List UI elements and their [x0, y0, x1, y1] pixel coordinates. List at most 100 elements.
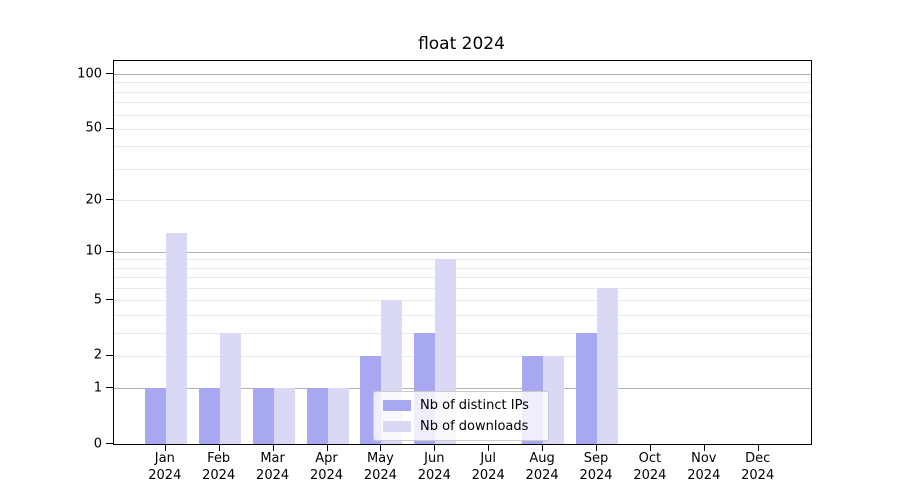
- y-tick-label-20: 20: [85, 192, 102, 207]
- y-tick-10: [106, 250, 113, 252]
- bar-apr-downloads: [327, 388, 349, 444]
- x-tick-label-year: 2024: [256, 468, 290, 483]
- x-tick-label-month: Feb: [207, 451, 231, 466]
- bar-mar-downloads: [273, 388, 295, 444]
- x-tick-label-mar: Mar 2024: [243, 450, 303, 484]
- y-tick-label-10: 10: [85, 243, 102, 259]
- x-tick-label-year: 2024: [687, 468, 721, 483]
- gridline-minor-6: [114, 288, 811, 290]
- legend-item-distinct-ips: Nb of distinct IPs: [383, 398, 541, 413]
- x-tick-label-year: 2024: [202, 468, 236, 483]
- x-tick-nov: [703, 444, 705, 451]
- legend-label-downloads: Nb of downloads: [420, 419, 529, 434]
- x-tick-label-month: Nov: [691, 451, 717, 466]
- y-tick-label-50: 50: [85, 120, 102, 136]
- x-tick-jun: [434, 444, 436, 451]
- y-tick-label-0: 0: [93, 436, 102, 451]
- bar-feb-distinct-ips: [198, 388, 220, 444]
- gridline-minor-8: [114, 267, 811, 269]
- x-tick-may: [380, 444, 382, 451]
- x-tick-label-feb: Feb 2024: [189, 450, 249, 484]
- legend-swatch-distinct-ips: [383, 400, 411, 411]
- gridline-minor-40: [114, 146, 811, 148]
- bar-sep-downloads: [597, 288, 618, 444]
- y-tick-2: [106, 354, 113, 356]
- x-tick-label-dec: Dec 2024: [728, 450, 788, 484]
- y-tick-label-1: 1: [93, 380, 102, 396]
- bar-feb-downloads: [219, 332, 241, 444]
- legend: Nb of distinct IPs Nb of downloads: [373, 391, 549, 441]
- x-tick-oct: [649, 444, 651, 451]
- bar-sep-distinct-ips: [576, 332, 597, 444]
- y-tick-20: [106, 199, 113, 200]
- y-tick-label-2: 2: [93, 347, 102, 363]
- gridline-minor-20: [114, 200, 811, 201]
- gridline-minor-2: [114, 355, 811, 357]
- gridline-major-10: [114, 251, 811, 253]
- bar-mar-distinct-ips: [252, 388, 274, 444]
- y-tick-label-5: 5: [93, 292, 102, 308]
- x-tick-apr: [326, 444, 328, 451]
- gridline-minor-50: [114, 128, 811, 130]
- gridline-minor-70: [114, 102, 811, 104]
- x-tick-label-year: 2024: [148, 468, 182, 483]
- y-tick-50: [106, 127, 113, 129]
- x-tick-label-jul: Jul 2024: [458, 450, 518, 484]
- x-tick-label-aug: Aug 2024: [512, 450, 572, 484]
- x-tick-dec: [757, 444, 759, 451]
- bar-jan-distinct-ips: [144, 388, 166, 444]
- x-tick-label-year: 2024: [309, 468, 344, 483]
- x-tick-feb: [218, 444, 220, 451]
- gridline-minor-5: [114, 300, 811, 302]
- y-tick-0: [106, 443, 113, 444]
- bar-jan-downloads: [165, 232, 187, 444]
- gridline-minor-60: [114, 114, 811, 116]
- x-tick-label-month: Jun: [424, 451, 445, 466]
- gridline-major-100: [114, 74, 811, 76]
- x-tick-label-year: 2024: [633, 468, 667, 483]
- x-tick-sep: [596, 444, 597, 451]
- x-tick-label-may: May 2024: [350, 450, 410, 484]
- bar-apr-distinct-ips: [306, 388, 328, 444]
- x-tick-label-year: 2024: [525, 468, 559, 483]
- x-tick-label-year: 2024: [471, 468, 505, 483]
- x-tick-label-month: Jan: [154, 451, 175, 466]
- legend-label-distinct-ips: Nb of distinct IPs: [420, 398, 529, 413]
- x-tick-label-month: Dec: [745, 451, 771, 466]
- x-tick-jul: [488, 444, 490, 451]
- x-tick-label-jun: Jun 2024: [404, 450, 464, 484]
- x-tick-label-sep: Sep 2024: [566, 450, 626, 484]
- x-tick-label-apr: Apr 2024: [297, 450, 357, 484]
- x-tick-label-year: 2024: [741, 468, 775, 483]
- legend-item-downloads: Nb of downloads: [383, 419, 541, 434]
- gridline-minor-80: [114, 91, 811, 93]
- x-tick-label-year: 2024: [579, 468, 613, 483]
- x-tick-label-year: 2024: [363, 468, 397, 483]
- y-tick-100: [106, 73, 113, 75]
- y-tick-label-100: 100: [77, 66, 102, 82]
- gridline-minor-90: [114, 82, 811, 84]
- legend-swatch-downloads: [383, 421, 411, 432]
- plot-area: [113, 60, 812, 445]
- gridline-major-1: [114, 388, 811, 390]
- gridline-minor-7: [114, 277, 811, 279]
- gridline-minor-30: [114, 168, 811, 170]
- x-tick-label-month: Jul: [480, 451, 497, 466]
- y-tick-1: [106, 387, 113, 389]
- x-tick-label-month: Mar: [260, 451, 285, 466]
- x-tick-jan: [164, 444, 166, 451]
- x-tick-label-month: May: [366, 451, 394, 466]
- gridline-minor-9: [114, 259, 811, 261]
- x-tick-label-month: Apr: [315, 451, 338, 466]
- gridline-minor-3: [114, 332, 811, 334]
- gridline-minor-4: [114, 315, 811, 317]
- x-tick-label-month: Sep: [583, 451, 609, 466]
- x-tick-mar: [272, 444, 274, 451]
- x-tick-label-jan: Jan 2024: [135, 450, 195, 484]
- x-tick-label-oct: Oct 2024: [620, 450, 680, 484]
- chart-title: float 2024: [418, 34, 505, 54]
- x-tick-label-year: 2024: [417, 468, 451, 483]
- x-tick-label-month: Oct: [638, 451, 662, 466]
- x-tick-label-nov: Nov 2024: [674, 450, 734, 484]
